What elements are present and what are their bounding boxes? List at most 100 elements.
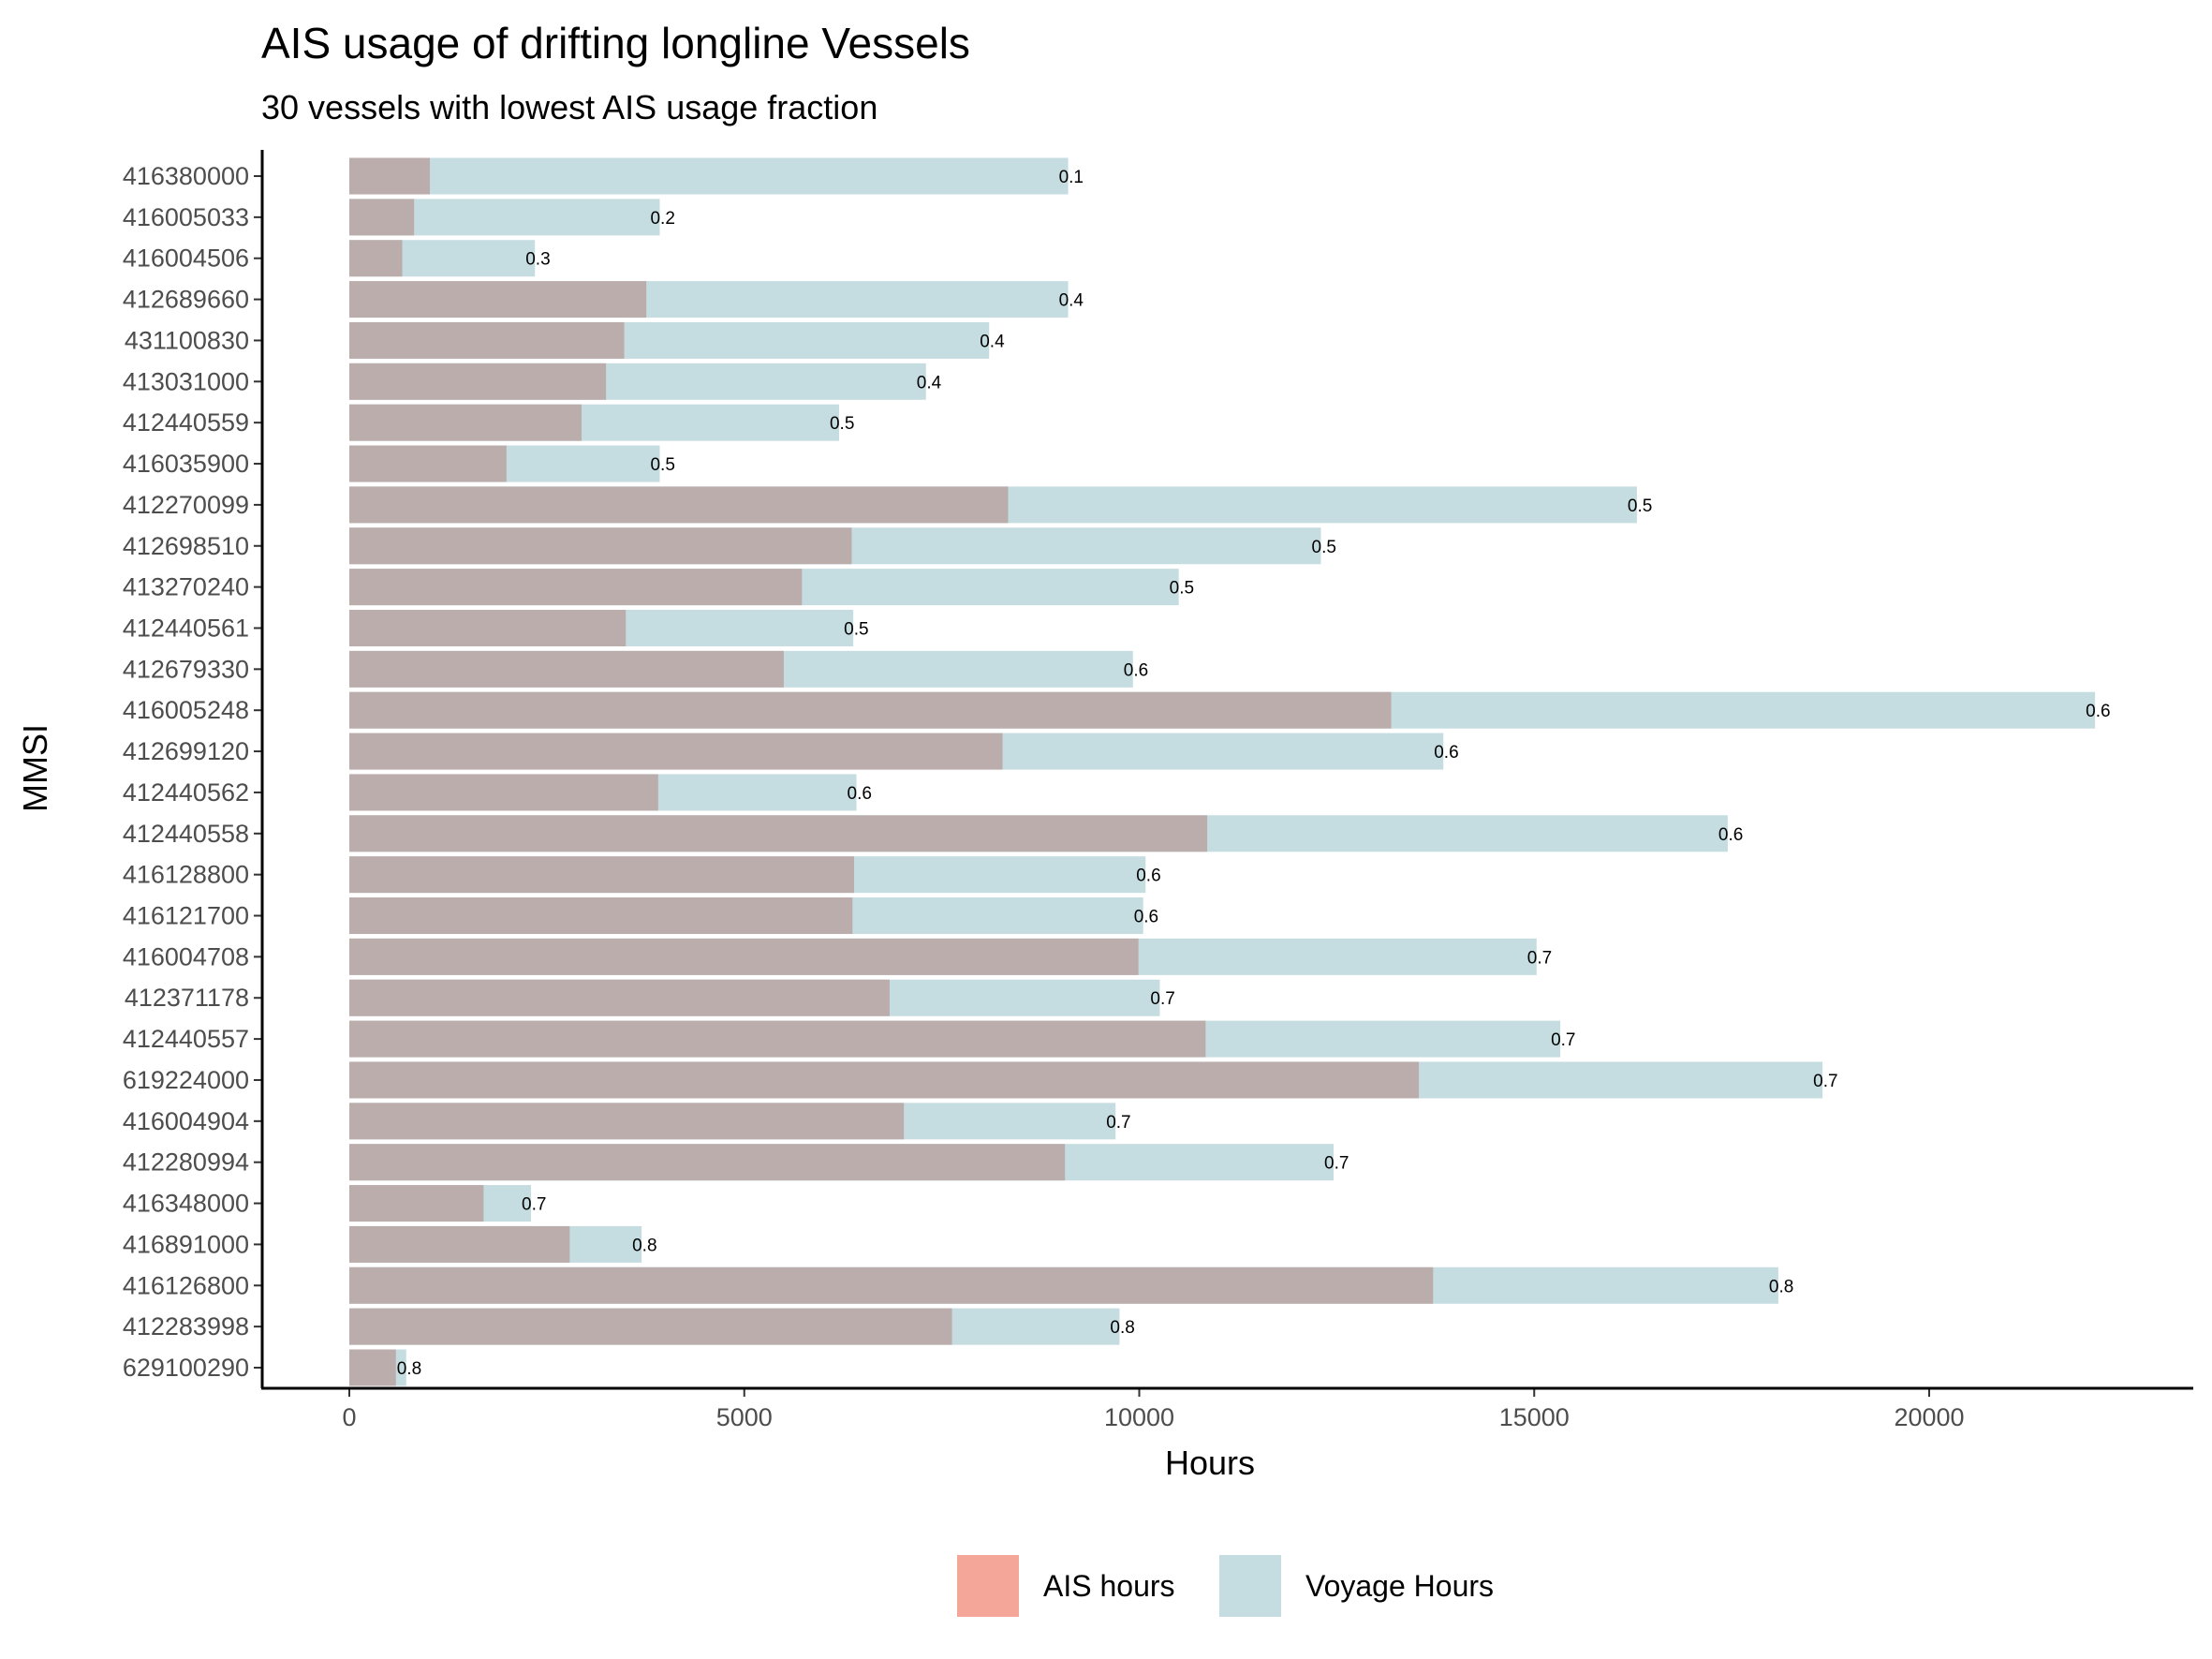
ais-hours-bar bbox=[349, 1266, 1434, 1304]
y-tick-label: 412679330 bbox=[123, 655, 249, 683]
bar-value-label: 0.5 bbox=[844, 619, 868, 639]
ais-hours-bar bbox=[349, 1225, 570, 1263]
legend-swatch-voyage-hours bbox=[1219, 1555, 1281, 1617]
bar-labels-layer: 0.1 0.2 0.3 0.4 0.4 0.4 0.5 0.5 0.5 0.5 0.5 0.5 0.6 0… bbox=[397, 168, 2111, 1379]
y-tick-label: 416891000 bbox=[123, 1230, 249, 1258]
x-tick-label: 15000 bbox=[1499, 1403, 1570, 1431]
y-tick-label: 416035900 bbox=[123, 450, 249, 478]
bar-value-label: 0.8 bbox=[632, 1236, 656, 1255]
bar-value-label: 0.6 bbox=[1134, 908, 1158, 927]
x-tick-label: 20000 bbox=[1894, 1403, 1964, 1431]
bar-value-label: 0.6 bbox=[1434, 743, 1458, 763]
y-tick-label: 412270099 bbox=[123, 491, 249, 519]
ais-hours-bar bbox=[349, 609, 627, 646]
bar-value-label: 0.5 bbox=[1628, 496, 1652, 516]
bar-value-label: 0.5 bbox=[1170, 579, 1194, 599]
y-tick-label: 416128800 bbox=[123, 861, 249, 889]
bar-value-label: 0.4 bbox=[1059, 291, 1084, 311]
x-tick-label: 0 bbox=[342, 1403, 356, 1431]
bar-value-label: 0.6 bbox=[2086, 702, 2110, 721]
ais-hours-bar bbox=[349, 1144, 1066, 1181]
bar-value-label: 0.7 bbox=[1324, 1154, 1349, 1174]
ais-hours-bar bbox=[349, 1185, 484, 1222]
y-tick-label: 412440557 bbox=[123, 1025, 249, 1053]
ais-hours-bar bbox=[349, 1103, 905, 1140]
ais-hours-bar bbox=[349, 650, 784, 688]
y-tick-label: 416004708 bbox=[123, 942, 249, 970]
ais-hours-bar bbox=[349, 733, 1003, 770]
x-tick-label: 10000 bbox=[1104, 1403, 1174, 1431]
legend-label-ais-hours: AIS hours bbox=[1043, 1569, 1175, 1603]
y-tick-label: 412371178 bbox=[125, 984, 249, 1012]
y-tick-label: 412440559 bbox=[123, 408, 249, 437]
x-axis-title: Hours bbox=[1165, 1444, 1255, 1482]
ais-hours-bar bbox=[349, 363, 607, 400]
bar-value-label: 0.7 bbox=[522, 1195, 546, 1215]
y-tick-label: 412280994 bbox=[123, 1148, 249, 1177]
x-axis-ticks: 0 5000 10000 15000 20000 bbox=[342, 1388, 1965, 1431]
ais-hours-bar bbox=[349, 281, 647, 318]
legend-swatch-ais-hours bbox=[957, 1555, 1019, 1617]
voyage-hours-bar bbox=[349, 157, 1069, 195]
ais-hours-bar bbox=[349, 1061, 1420, 1099]
ais-hours-bar bbox=[349, 897, 853, 935]
bar-value-label: 0.7 bbox=[1527, 948, 1552, 968]
bar-value-label: 0.5 bbox=[830, 414, 854, 434]
ais-hours-bar bbox=[349, 445, 507, 482]
bar-value-label: 0.6 bbox=[1136, 867, 1160, 886]
bar-value-label: 0.6 bbox=[848, 784, 872, 804]
y-tick-label: 416121700 bbox=[123, 902, 249, 930]
bar-value-label: 0.4 bbox=[917, 373, 942, 393]
y-tick-label: 416005033 bbox=[123, 203, 249, 231]
bar-value-label: 0.2 bbox=[650, 209, 674, 229]
y-tick-label: 412440561 bbox=[123, 614, 249, 642]
x-tick-label: 5000 bbox=[716, 1403, 773, 1431]
y-tick-label: 629100290 bbox=[123, 1354, 249, 1382]
bar-value-label: 0.3 bbox=[525, 250, 550, 270]
y-tick-label: 413270240 bbox=[123, 573, 249, 601]
y-tick-label: 412440562 bbox=[123, 778, 249, 807]
chart-title: AIS usage of drifting longline Vessels bbox=[261, 19, 970, 67]
y-tick-label: 431100830 bbox=[125, 326, 249, 354]
bar-value-label: 0.8 bbox=[397, 1359, 421, 1379]
y-tick-label: 416004904 bbox=[123, 1107, 249, 1135]
bar-value-label: 0.1 bbox=[1059, 168, 1084, 187]
bar-value-label: 0.7 bbox=[1813, 1072, 1837, 1091]
bar-value-label: 0.6 bbox=[1718, 825, 1743, 845]
ais-hours-bar bbox=[349, 815, 1208, 852]
y-tick-label: 416005248 bbox=[123, 696, 249, 724]
ais-hours-bar bbox=[349, 774, 658, 811]
bar-value-label: 0.7 bbox=[1106, 1113, 1130, 1133]
y-axis-title: MMSI bbox=[16, 724, 54, 812]
bar-value-label: 0.5 bbox=[650, 455, 674, 475]
y-tick-label: 412689660 bbox=[123, 286, 249, 314]
bars-layer bbox=[349, 157, 2096, 1386]
y-tick-label: 416004506 bbox=[123, 244, 249, 273]
bar-value-label: 0.4 bbox=[980, 332, 1005, 351]
y-tick-label: 412699120 bbox=[123, 737, 249, 765]
y-tick-label: 416126800 bbox=[123, 1271, 249, 1299]
bar-value-label: 0.8 bbox=[1110, 1318, 1134, 1338]
ais-hours-bar bbox=[349, 1308, 952, 1345]
chart-subtitle: 30 vessels with lowest AIS usage fractio… bbox=[261, 88, 877, 126]
legend: AIS hours Voyage Hours bbox=[957, 1555, 1494, 1617]
ais-hours-bar bbox=[349, 199, 415, 236]
y-tick-label: 412283998 bbox=[123, 1312, 249, 1341]
bar-value-label: 0.7 bbox=[1150, 989, 1174, 1009]
ais-hours-bar bbox=[349, 240, 403, 277]
ais-hours-bar bbox=[349, 527, 852, 565]
y-tick-label: 416380000 bbox=[123, 162, 249, 190]
bar-value-label: 0.8 bbox=[1769, 1277, 1793, 1296]
y-tick-label: 619224000 bbox=[123, 1066, 249, 1094]
ais-hours-bar bbox=[349, 979, 890, 1016]
y-tick-label: 412440558 bbox=[123, 820, 249, 848]
y-tick-label: 413031000 bbox=[123, 367, 249, 395]
ais-hours-bar bbox=[349, 321, 625, 359]
ais-hours-bar bbox=[349, 486, 1009, 524]
ais-hours-bar bbox=[349, 938, 1139, 975]
y-tick-label: 412698510 bbox=[123, 532, 249, 560]
ais-hours-bar bbox=[349, 691, 1392, 729]
bar-value-label: 0.6 bbox=[1124, 660, 1148, 680]
ais-hours-bar bbox=[349, 1020, 1206, 1058]
